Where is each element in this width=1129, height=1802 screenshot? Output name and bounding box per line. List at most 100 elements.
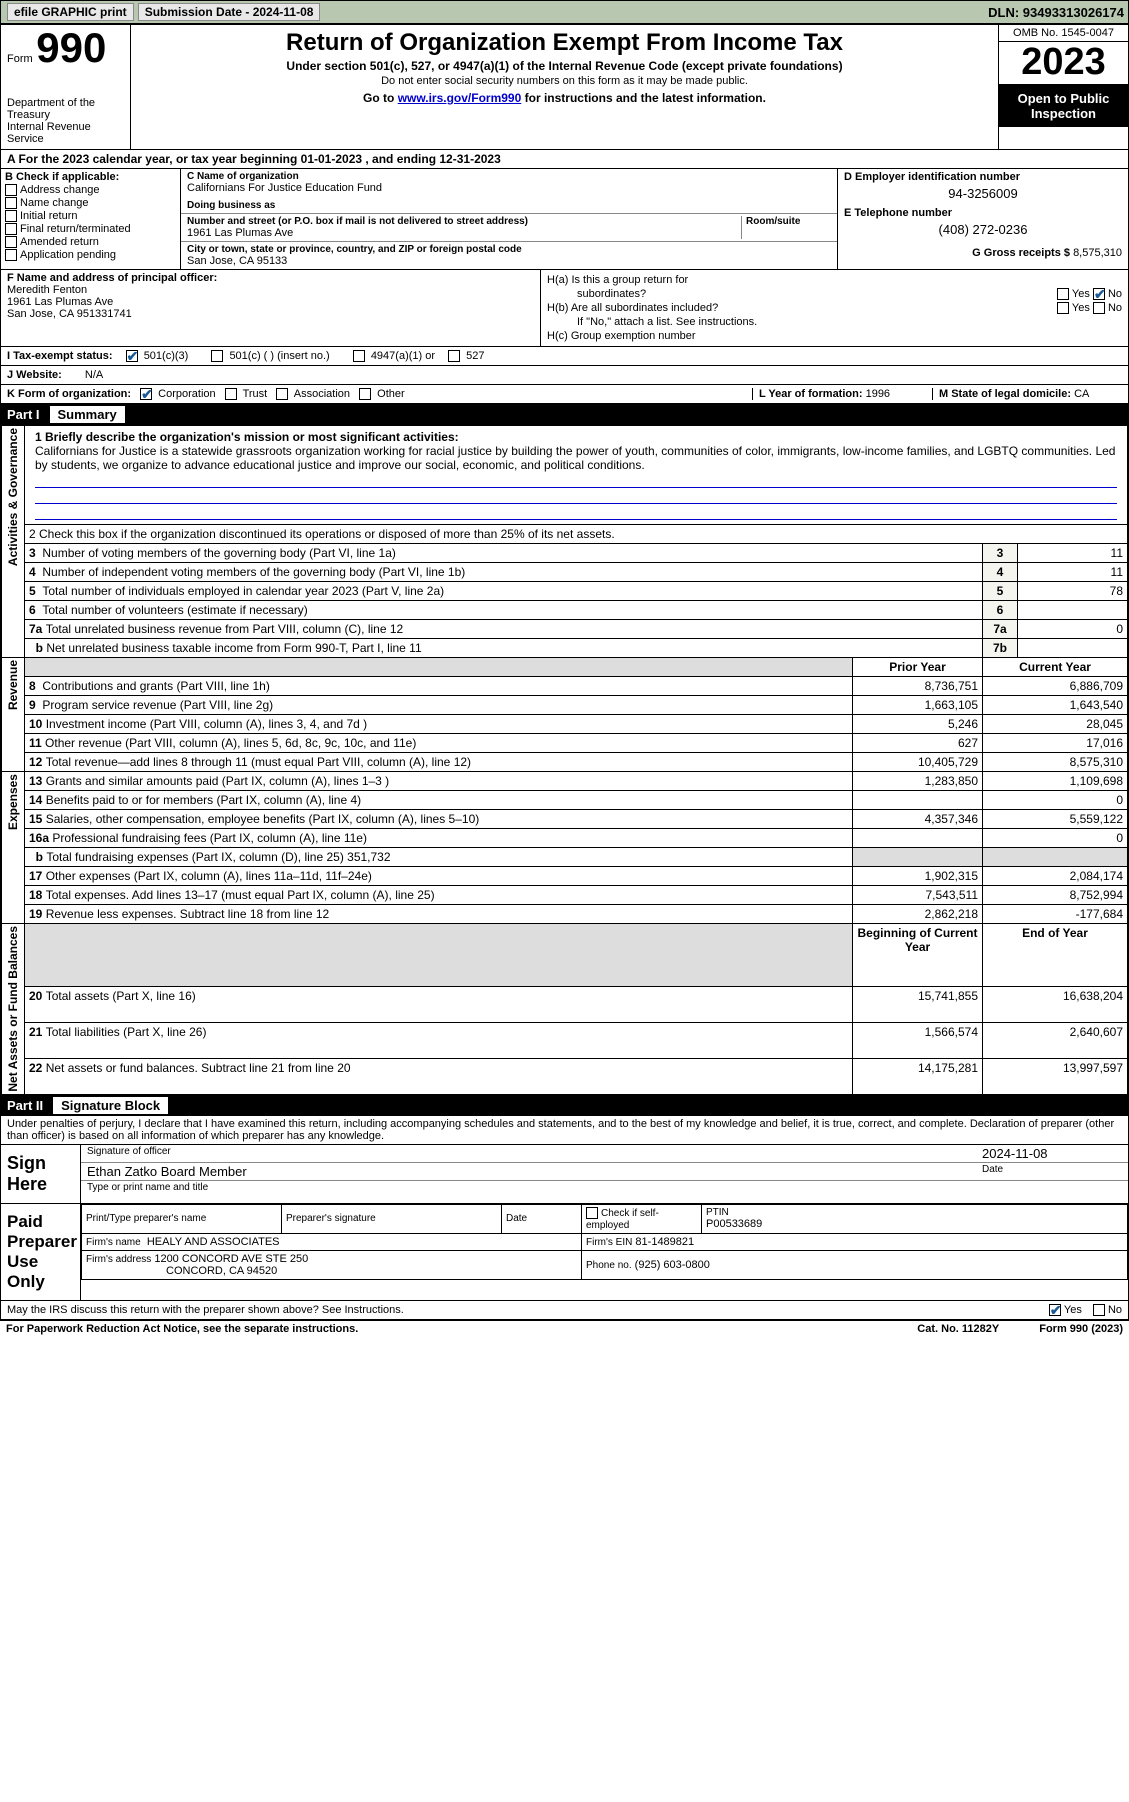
check-address-change[interactable]: Address change: [5, 184, 176, 196]
check-amended-return[interactable]: Amended return: [5, 236, 176, 248]
website-value: N/A: [85, 369, 103, 381]
form-org-label: K Form of organization:: [7, 388, 131, 400]
line4-text: Number of independent voting members of …: [42, 565, 465, 579]
sig-officer-label: Signature of officer: [87, 1146, 982, 1161]
box-i: I Tax-exempt status: 501(c)(3) 501(c) ( …: [1, 347, 1128, 366]
sign-here-row: Sign Here Signature of officer 2024-11-0…: [1, 1145, 1128, 1204]
check-application-pending[interactable]: Application pending: [5, 249, 176, 261]
footer: For Paperwork Reduction Act Notice, see …: [0, 1321, 1129, 1337]
mission-question: 1 Briefly describe the organization's mi…: [35, 430, 1117, 444]
ein-label: D Employer identification number: [844, 171, 1122, 183]
hb-label: H(b) Are all subordinates included?: [547, 302, 1057, 314]
part2-header: Part II Signature Block: [1, 1095, 1128, 1116]
side-revenue: Revenue: [2, 658, 25, 772]
phone-value: (408) 272-0236: [844, 222, 1122, 237]
mission-text: Californians for Justice is a statewide …: [35, 444, 1117, 472]
exp-row: 18 Total expenses. Add lines 13–17 (must…: [2, 886, 1128, 905]
city-field: City or town, state or province, country…: [181, 242, 837, 269]
hb-no[interactable]: [1093, 302, 1105, 314]
check-trust[interactable]: [225, 388, 237, 400]
dln-label: DLN: 93493313026174: [988, 5, 1124, 20]
box-m: M State of legal domicile: CA: [932, 388, 1122, 400]
exp-row: 16a Professional fundraising fees (Part …: [2, 829, 1128, 848]
perjury-text: Under penalties of perjury, I declare th…: [1, 1116, 1128, 1145]
form-word: Form: [7, 53, 33, 65]
check-corp[interactable]: [140, 388, 152, 400]
footer-left: For Paperwork Reduction Act Notice, see …: [6, 1323, 358, 1335]
city-label: City or town, state or province, country…: [187, 244, 831, 255]
prep-date-label: Date: [506, 1213, 577, 1224]
check-527[interactable]: [448, 350, 460, 362]
website-label: J Website:: [7, 369, 62, 381]
form-header: Form 990 Department of the Treasury Inte…: [1, 25, 1128, 150]
submission-date-button[interactable]: Submission Date - 2024-11-08: [138, 3, 321, 21]
irs-discuss-text: May the IRS discuss this return with the…: [7, 1304, 1029, 1316]
part1-header: Part I Summary: [1, 404, 1128, 425]
ha2-label: subordinates?: [547, 288, 1057, 300]
subtitle-2: Do not enter social security numbers on …: [141, 75, 988, 87]
line7b-text: Net unrelated business taxable income fr…: [46, 641, 421, 655]
irs-link[interactable]: www.irs.gov/Form990: [398, 91, 522, 105]
org-name-value: Californians For Justice Education Fund: [187, 182, 831, 194]
period-row: A For the 2023 calendar year, or tax yea…: [1, 150, 1128, 169]
box-b: B Check if applicable: Address change Na…: [1, 169, 181, 269]
firm-name-label: Firm's name: [86, 1237, 141, 1248]
topbar: efile GRAPHIC print Submission Date - 20…: [0, 0, 1129, 24]
form-number-box: Form 990 Department of the Treasury Inte…: [1, 25, 131, 149]
footer-formref: Form 990 (2023): [1039, 1323, 1123, 1335]
sig-date: 2024-11-08: [982, 1146, 1122, 1161]
street-field: Number and street (or P.O. box if mail i…: [181, 214, 837, 242]
prep-sig-label: Preparer's signature: [286, 1213, 497, 1224]
side-expenses: Expenses: [2, 772, 25, 924]
discuss-yes[interactable]: [1049, 1304, 1061, 1316]
ein-value: 94-3256009: [844, 186, 1122, 201]
sign-here-label: Sign Here: [1, 1145, 81, 1203]
footer-catno: Cat. No. 11282Y: [917, 1323, 999, 1335]
ha-label: H(a) Is this a group return for: [547, 274, 688, 286]
box-j: J Website: N/A: [1, 366, 1128, 385]
check-name-change[interactable]: Name change: [5, 197, 176, 209]
hb-yes[interactable]: [1057, 302, 1069, 314]
check-4947[interactable]: [353, 350, 365, 362]
current-year-head: Current Year: [983, 658, 1128, 677]
box-d-e-g: D Employer identification number 94-3256…: [838, 169, 1128, 269]
efile-print-button[interactable]: efile GRAPHIC print: [7, 3, 134, 21]
omb-number: OMB No. 1545-0047: [999, 25, 1128, 42]
org-name-field: C Name of organization Californians For …: [181, 169, 837, 214]
firm-ein-value: 81-1489821: [635, 1236, 694, 1248]
firm-addr1: 1200 CONCORD AVE STE 250: [154, 1253, 308, 1265]
city-value: San Jose, CA 95133: [187, 255, 831, 267]
phone-label: E Telephone number: [844, 207, 1122, 219]
firm-phone-value: (925) 603-0800: [635, 1259, 710, 1271]
discuss-no[interactable]: [1093, 1304, 1105, 1316]
exp-row: 17 Other expenses (Part IX, column (A), …: [2, 867, 1128, 886]
street-value: 1961 Las Plumas Ave: [187, 227, 741, 239]
hb2-label: If "No," attach a list. See instructions…: [547, 316, 1122, 328]
firm-phone-label: Phone no.: [586, 1260, 632, 1271]
box-k: K Form of organization: Corporation Trus…: [7, 388, 752, 400]
officer-addr1: 1961 Las Plumas Ave: [7, 296, 534, 308]
box-klm: K Form of organization: Corporation Trus…: [1, 385, 1128, 404]
line4-val: 11: [1018, 563, 1128, 582]
check-assoc[interactable]: [276, 388, 288, 400]
check-other[interactable]: [359, 388, 371, 400]
check-initial-return[interactable]: Initial return: [5, 210, 176, 222]
check-501c[interactable]: [211, 350, 223, 362]
ha-yes[interactable]: [1057, 288, 1069, 300]
check-final-return[interactable]: Final return/terminated: [5, 223, 176, 235]
check-501c3[interactable]: [126, 350, 138, 362]
part1-label: Part I: [7, 407, 40, 422]
line5-val: 78: [1018, 582, 1128, 601]
net-row: 22 Net assets or fund balances. Subtract…: [2, 1058, 1128, 1094]
check-self-employed[interactable]: [586, 1207, 598, 1219]
rev-row: 8 Contributions and grants (Part VIII, l…: [2, 677, 1128, 696]
goto-pre: Go to: [363, 91, 398, 105]
tax-year: 2023: [999, 42, 1128, 85]
room-label: Room/suite: [746, 216, 831, 227]
irs-discuss-row: May the IRS discuss this return with the…: [1, 1301, 1128, 1320]
line2-text: 2 Check this box if the organization dis…: [29, 527, 615, 541]
officer-label: F Name and address of principal officer:: [7, 272, 534, 284]
ha-no[interactable]: [1093, 288, 1105, 300]
form-990-container: Form 990 Department of the Treasury Inte…: [0, 24, 1129, 1321]
line7b-val: [1018, 639, 1128, 658]
